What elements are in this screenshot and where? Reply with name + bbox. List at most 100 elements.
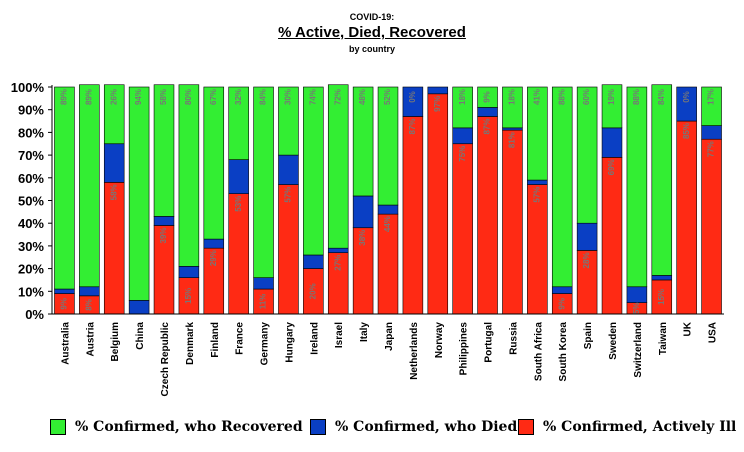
- data-label-active: 85%: [682, 123, 691, 139]
- data-label-recovered: 52%: [383, 89, 392, 105]
- bar-died: [477, 107, 498, 117]
- legend-label-died: % Confirmed, who Died: [335, 419, 518, 435]
- chart-pretitle: COVID-19:: [349, 12, 395, 22]
- data-label-recovered: 84%: [657, 89, 666, 105]
- y-tick-label: 70%: [18, 148, 44, 163]
- y-tick-label: 80%: [18, 125, 44, 140]
- data-label-recovered: 32%: [234, 89, 243, 105]
- bar-recovered: [278, 86, 299, 156]
- data-label-recovered: 80%: [184, 89, 193, 105]
- bar-recovered: [601, 84, 623, 129]
- data-label-active: 57%: [284, 187, 293, 203]
- bar-recovered: [327, 84, 349, 249]
- data-label-active: 27%: [333, 255, 342, 271]
- x-tick-label: UK: [683, 321, 694, 336]
- data-label-recovered: 67%: [209, 89, 218, 105]
- bar-active: [477, 116, 498, 315]
- bar-died: [203, 238, 225, 249]
- bar-active: [103, 182, 125, 315]
- bar-died: [128, 300, 150, 315]
- bar-active: [278, 184, 299, 315]
- x-tick-label: Russia: [508, 322, 519, 355]
- x-tick-label: France: [235, 322, 246, 355]
- x-tick-label: Germany: [260, 322, 271, 366]
- x-tick-label: Norway: [434, 322, 445, 359]
- data-label-recovered: 94%: [134, 89, 143, 105]
- bar-recovered: [303, 86, 324, 256]
- data-label-recovered: 48%: [358, 89, 367, 105]
- bar-died: [327, 247, 349, 254]
- bar-died: [178, 266, 200, 278]
- bar-active: [452, 143, 473, 315]
- data-label-active: 11%: [259, 294, 268, 310]
- data-label-recovered: 18%: [508, 89, 517, 105]
- bar-died: [352, 195, 374, 229]
- data-label-active: 77%: [707, 141, 716, 157]
- y-tick-label: 40%: [18, 216, 44, 231]
- x-tick-label: Sweden: [608, 322, 619, 360]
- x-tick-label: Netherlands: [409, 322, 420, 380]
- bar-recovered: [527, 86, 548, 181]
- legend-swatch-active: [518, 419, 534, 435]
- legend-swatch-recovered: [50, 419, 66, 435]
- bar-recovered: [651, 84, 673, 276]
- data-label-active: 57%: [532, 187, 541, 203]
- chart-legend: % Confirmed, who Recovered % Confirmed, …: [0, 412, 744, 442]
- data-label-active: 28%: [582, 252, 591, 268]
- data-label-active: 38%: [358, 230, 367, 246]
- legend-label-recovered: % Confirmed, who Recovered: [75, 419, 303, 435]
- legend-label-active: % Confirmed, Actively Ill: [543, 419, 737, 435]
- bar-died: [278, 154, 299, 185]
- data-label-active: 15%: [184, 288, 193, 304]
- data-label-active: 9%: [60, 298, 69, 310]
- bar-died: [651, 275, 673, 281]
- data-label-recovered: 18%: [458, 89, 467, 105]
- bar-recovered: [178, 84, 200, 267]
- x-tick-label: Belgium: [110, 322, 121, 362]
- data-label-active: 15%: [657, 289, 666, 305]
- chart-title: % Active, Died, Recovered: [278, 24, 466, 41]
- bar-died: [377, 204, 399, 215]
- y-tick-label: 100%: [11, 80, 45, 95]
- bar-died: [452, 127, 473, 145]
- bar-died: [103, 143, 125, 183]
- bar-died: [701, 125, 722, 140]
- data-label-recovered: 9%: [483, 91, 492, 103]
- data-label-active: 87%: [408, 119, 417, 135]
- legend-item-active: % Confirmed, Actively Ill: [518, 418, 736, 436]
- bar-active: [601, 157, 623, 315]
- bar-died: [427, 86, 449, 95]
- data-label-recovered: 88%: [632, 89, 641, 105]
- chart-subtitle: by country: [348, 44, 395, 54]
- bar-recovered: [502, 86, 523, 129]
- bar-recovered: [228, 86, 249, 160]
- y-tick-label: 30%: [18, 239, 44, 254]
- bar-recovered: [576, 86, 598, 224]
- bar-recovered: [203, 86, 225, 240]
- bar-recovered: [54, 86, 75, 290]
- bar-died: [54, 288, 75, 294]
- bar-active: [502, 129, 523, 315]
- data-label-active: 53%: [234, 196, 243, 212]
- bar-died: [626, 286, 648, 303]
- data-label-recovered: 58%: [159, 89, 168, 105]
- x-tick-label: Czech Republic: [160, 322, 171, 397]
- data-label-recovered: 74%: [308, 89, 317, 105]
- y-tick-label: 50%: [18, 194, 44, 209]
- bar-recovered: [253, 86, 274, 278]
- x-tick-label: Australia: [60, 322, 71, 365]
- data-label-active: 5%: [632, 303, 641, 315]
- bar-died: [228, 159, 249, 194]
- data-label-active: 97%: [433, 96, 442, 112]
- data-label-active: 75%: [458, 146, 467, 162]
- x-tick-label: Switzerland: [633, 322, 644, 378]
- data-label-active: 58%: [109, 184, 118, 200]
- bar-recovered: [452, 86, 473, 129]
- data-label-recovered: 84%: [259, 89, 268, 105]
- bar-active: [527, 184, 548, 315]
- x-tick-label: Denmark: [185, 322, 196, 365]
- data-label-recovered: 89%: [60, 89, 69, 105]
- bar-active: [402, 116, 424, 315]
- data-label-active: 8%: [84, 299, 93, 311]
- data-label-recovered: 60%: [582, 89, 591, 105]
